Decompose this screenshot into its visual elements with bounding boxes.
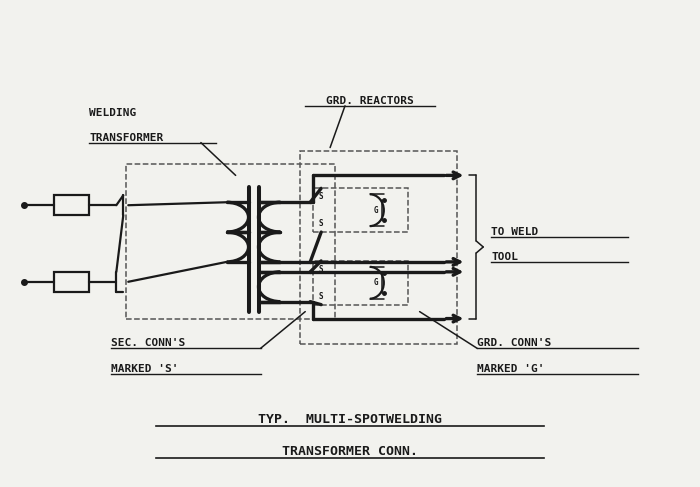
Text: MARKED 'G': MARKED 'G'	[477, 364, 545, 374]
Text: WELDING: WELDING	[90, 108, 136, 118]
Text: G: G	[374, 206, 378, 215]
Bar	[313, 261, 407, 305]
Text: S: S	[319, 265, 323, 274]
Text: G: G	[374, 278, 378, 287]
Bar	[313, 188, 407, 232]
Bar	[300, 150, 457, 344]
Text: SEC. CONN'S: SEC. CONN'S	[111, 338, 186, 348]
Text: TRANSFORMER: TRANSFORMER	[90, 132, 164, 143]
Bar	[126, 165, 335, 318]
Bar	[54, 195, 90, 215]
Text: S: S	[319, 292, 323, 300]
Text: GRD. CONN'S: GRD. CONN'S	[477, 338, 552, 348]
Text: S: S	[319, 192, 323, 201]
Text: TOOL: TOOL	[491, 252, 518, 262]
Text: TYP.  MULTI-SPOTWELDING: TYP. MULTI-SPOTWELDING	[258, 413, 442, 426]
Text: MARKED 'S': MARKED 'S'	[111, 364, 179, 374]
Text: TO WELD: TO WELD	[491, 227, 538, 237]
Text: GRD. REACTORS: GRD. REACTORS	[326, 96, 414, 106]
Bar	[54, 272, 90, 292]
Text: TRANSFORMER CONN.: TRANSFORMER CONN.	[282, 445, 418, 458]
Text: S: S	[319, 219, 323, 228]
